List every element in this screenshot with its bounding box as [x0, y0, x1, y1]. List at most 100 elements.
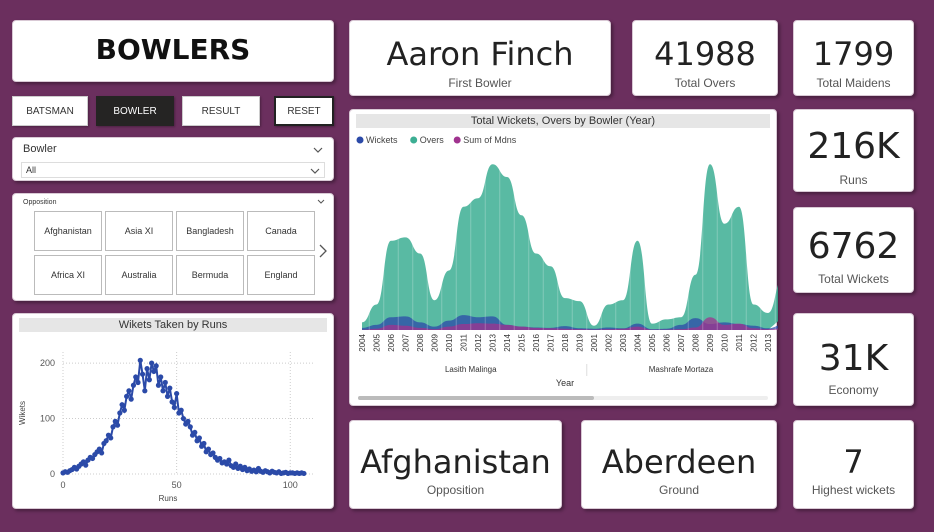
- total-overs-label: Total Overs: [674, 76, 736, 90]
- x-tick-label: 50: [172, 480, 182, 490]
- y-axis-label: Wikets: [18, 401, 27, 425]
- x-tick-label: 2010: [445, 333, 454, 351]
- data-point: [164, 393, 171, 399]
- x-tick-label: 100: [283, 480, 298, 490]
- x-tick-label: 2013: [764, 333, 773, 351]
- x-tick-label: 2004: [358, 333, 367, 351]
- tile-afghanistan[interactable]: Afghanistan: [34, 211, 102, 251]
- data-point: [167, 385, 173, 391]
- data-point: [210, 450, 216, 456]
- tile-bangladesh[interactable]: Bangladesh: [176, 211, 244, 251]
- chevron-down-icon[interactable]: [313, 146, 323, 154]
- runs-value: 216K: [807, 126, 900, 167]
- data-point: [185, 418, 191, 424]
- data-point: [187, 424, 193, 430]
- legend-marker: [356, 136, 364, 144]
- highest-wickets-card: 7 Highest wickets: [793, 420, 914, 509]
- batsman-button[interactable]: BATSMAN: [12, 96, 88, 126]
- data-point: [201, 440, 207, 447]
- data-point: [171, 404, 177, 411]
- first-bowler-card: Aaron Finch First Bowler: [349, 20, 611, 96]
- data-point: [146, 377, 152, 383]
- data-point: [160, 388, 166, 394]
- overs-area: [362, 164, 778, 330]
- total-maidens-card: 1799 Total Maidens: [793, 20, 914, 96]
- chevron-down-icon: [310, 168, 320, 174]
- sum-of-mdns-area: [362, 317, 778, 330]
- legend-label: Overs: [420, 135, 445, 145]
- legend-marker: [453, 136, 461, 144]
- x-tick-label: 2017: [547, 333, 556, 351]
- x-tick-label: 2016: [532, 333, 541, 351]
- data-point: [174, 390, 180, 397]
- data-point: [128, 396, 134, 402]
- tile-asia-xi[interactable]: Asia XI: [105, 211, 173, 251]
- x-axis-label: Runs: [159, 494, 178, 503]
- opposition-card: Afghanistan Opposition: [349, 420, 562, 509]
- data-point: [108, 435, 114, 441]
- bowler-select-value: All: [26, 165, 37, 175]
- x-axis-label: Year: [556, 378, 574, 388]
- x-tick-label: 2015: [518, 333, 527, 351]
- data-point: [133, 374, 139, 380]
- total-overs-value: 41988: [654, 35, 756, 73]
- chevron-right-icon[interactable]: [319, 244, 327, 258]
- data-point: [99, 450, 105, 456]
- x-tick-label: 2006: [387, 333, 396, 351]
- bowler-button[interactable]: BOWLER: [96, 96, 174, 126]
- tile-canada[interactable]: Canada: [247, 211, 315, 251]
- total-maidens-value: 1799: [812, 35, 895, 73]
- total-overs-card: 41988 Total Overs: [632, 20, 778, 96]
- highest-wickets-value: 7: [843, 443, 864, 481]
- x-tick-label: 2012: [750, 333, 759, 351]
- data-point: [149, 360, 155, 366]
- tile-england[interactable]: England: [247, 255, 315, 295]
- reset-button[interactable]: RESET: [274, 96, 334, 126]
- data-point: [139, 371, 146, 377]
- first-bowler-value: Aaron Finch: [386, 35, 574, 73]
- tile-bermuda[interactable]: Bermuda: [176, 255, 244, 295]
- x-tick-label: 2008: [692, 333, 701, 351]
- x-tick-label: 2010: [721, 333, 730, 351]
- x-tick-label: 2008: [416, 333, 425, 351]
- tile-australia[interactable]: Australia: [105, 255, 173, 295]
- x-tick-label: 2007: [402, 333, 411, 351]
- data-point: [135, 379, 141, 386]
- line-chart-title: Wikets Taken by Runs: [19, 318, 327, 332]
- y-tick-label: 200: [40, 358, 55, 368]
- data-point: [153, 363, 159, 369]
- data-point: [119, 402, 125, 408]
- data-point: [117, 410, 123, 416]
- x-tick-label: 2005: [373, 333, 382, 351]
- x-tick-label: 0: [60, 480, 65, 490]
- data-point: [137, 357, 143, 363]
- x-tick-label: 2014: [503, 333, 512, 351]
- x-tick-label: 2013: [489, 333, 498, 351]
- data-point: [83, 462, 89, 468]
- tile-africa-xi[interactable]: Africa XI: [34, 255, 102, 295]
- x-tick-label: 2004: [634, 333, 643, 351]
- wickets-overs-chart: Wickets Overs Sum of Mdns 2004 2005 2006 2007 2…: [356, 135, 778, 400]
- bowler-slicer[interactable]: Bowler All: [12, 137, 334, 181]
- x-tick-label: 2011: [735, 333, 744, 351]
- runs-label: Runs: [839, 173, 868, 187]
- total-wickets-label: Total Wickets: [818, 272, 889, 286]
- x-tick-label: 2006: [663, 333, 672, 351]
- wickets-by-runs-chart-card: Wikets Taken by Runs 0 100 200 0 50 100 Runs Wi…: [12, 313, 334, 509]
- y-tick-label: 0: [50, 469, 55, 479]
- data-point: [142, 388, 148, 394]
- scrollbar-thumb[interactable]: [358, 396, 594, 400]
- data-point: [114, 422, 121, 428]
- bowler-select[interactable]: All: [21, 162, 325, 178]
- legend-label: Wickets: [366, 135, 398, 145]
- result-button[interactable]: RESULT: [182, 96, 260, 126]
- data-point: [226, 457, 232, 463]
- x-tick-label: 2005: [648, 333, 657, 351]
- opposition-value: Afghanistan: [360, 443, 551, 481]
- chevron-down-icon[interactable]: [317, 199, 325, 205]
- legend-label: Sum of Mdns: [463, 135, 517, 145]
- total-wickets-card: 6762 Total Wickets: [793, 207, 914, 293]
- data-point: [196, 435, 202, 441]
- data-point: [112, 418, 118, 424]
- x-tick-label: 2011: [460, 333, 469, 351]
